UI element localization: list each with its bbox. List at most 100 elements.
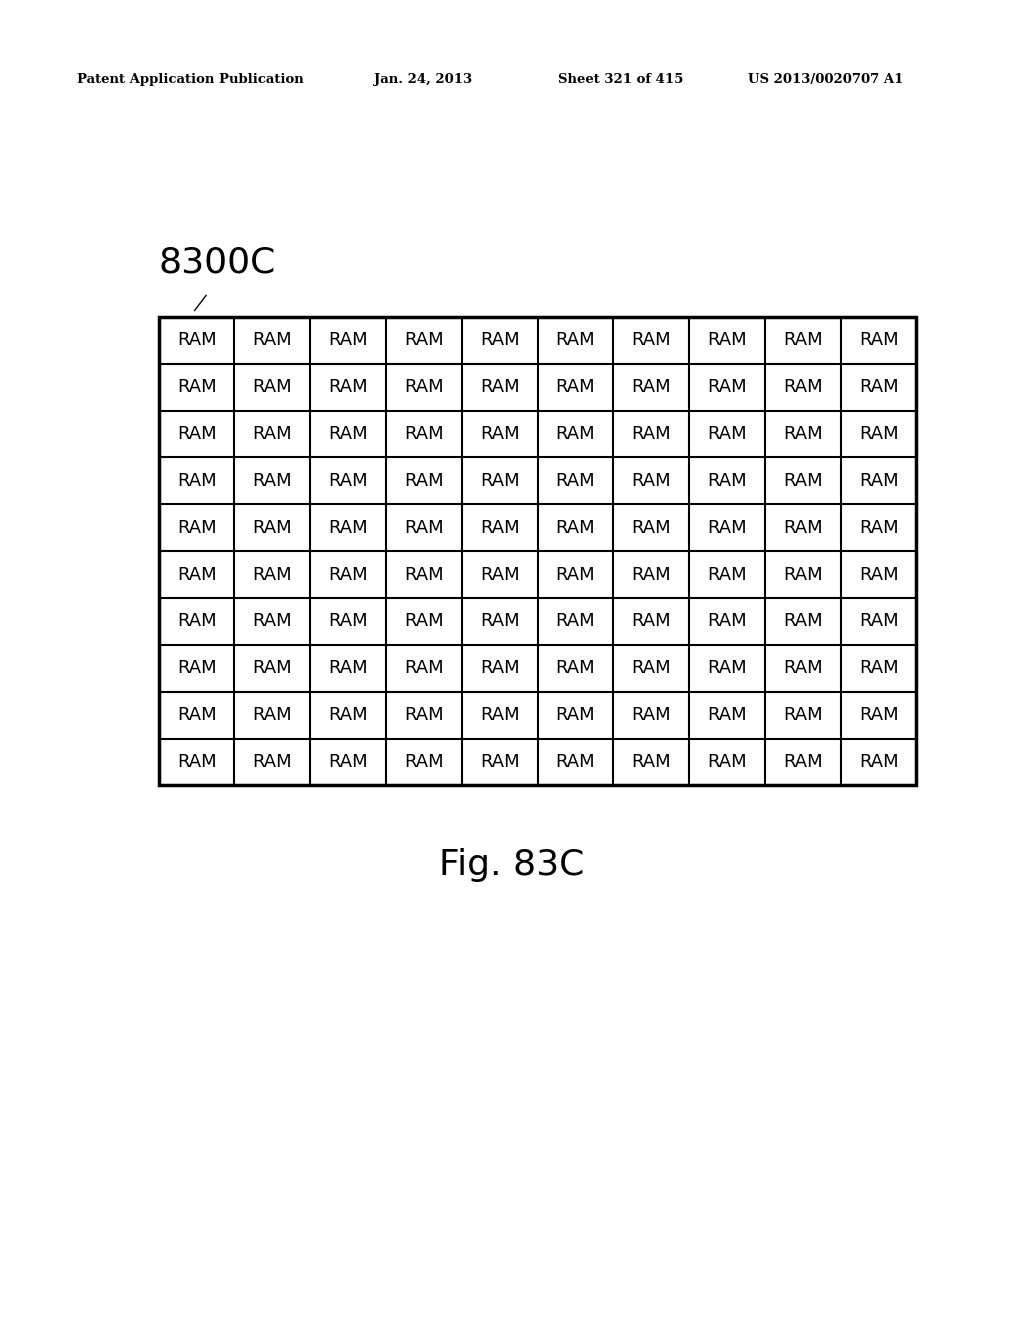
Text: RAM: RAM (632, 752, 671, 771)
Text: Fig. 83C: Fig. 83C (439, 847, 585, 882)
Text: RAM: RAM (556, 612, 595, 631)
Text: Patent Application Publication: Patent Application Publication (77, 73, 303, 86)
Text: RAM: RAM (404, 519, 443, 537)
Text: RAM: RAM (783, 519, 822, 537)
Text: RAM: RAM (329, 471, 368, 490)
Text: RAM: RAM (859, 519, 898, 537)
Text: RAM: RAM (329, 331, 368, 350)
Text: RAM: RAM (859, 659, 898, 677)
Text: RAM: RAM (708, 471, 746, 490)
Text: RAM: RAM (632, 659, 671, 677)
Text: RAM: RAM (177, 331, 216, 350)
Text: RAM: RAM (708, 659, 746, 677)
Text: RAM: RAM (253, 519, 292, 537)
Text: RAM: RAM (329, 612, 368, 631)
Text: RAM: RAM (632, 331, 671, 350)
Text: 8300C: 8300C (159, 246, 276, 280)
Text: RAM: RAM (632, 706, 671, 725)
Text: RAM: RAM (783, 425, 822, 444)
Text: RAM: RAM (177, 752, 216, 771)
Text: RAM: RAM (556, 331, 595, 350)
Text: RAM: RAM (783, 659, 822, 677)
Text: RAM: RAM (783, 612, 822, 631)
Text: RAM: RAM (177, 471, 216, 490)
Text: RAM: RAM (556, 565, 595, 583)
Text: RAM: RAM (253, 659, 292, 677)
Text: RAM: RAM (556, 425, 595, 444)
Text: Sheet 321 of 415: Sheet 321 of 415 (558, 73, 683, 86)
Text: RAM: RAM (632, 471, 671, 490)
Text: RAM: RAM (480, 752, 519, 771)
Text: RAM: RAM (404, 471, 443, 490)
Text: RAM: RAM (859, 331, 898, 350)
Text: RAM: RAM (253, 471, 292, 490)
Text: RAM: RAM (480, 612, 519, 631)
Text: RAM: RAM (556, 519, 595, 537)
Text: RAM: RAM (253, 706, 292, 725)
Text: RAM: RAM (253, 752, 292, 771)
Text: RAM: RAM (404, 378, 443, 396)
Text: RAM: RAM (708, 706, 746, 725)
Text: RAM: RAM (708, 425, 746, 444)
Text: RAM: RAM (556, 752, 595, 771)
Text: RAM: RAM (253, 565, 292, 583)
Text: RAM: RAM (859, 565, 898, 583)
Text: RAM: RAM (177, 706, 216, 725)
Text: RAM: RAM (708, 565, 746, 583)
Text: RAM: RAM (859, 612, 898, 631)
Text: RAM: RAM (480, 331, 519, 350)
Bar (159, 317, 916, 785)
Text: RAM: RAM (480, 519, 519, 537)
Text: Jan. 24, 2013: Jan. 24, 2013 (374, 73, 472, 86)
Text: RAM: RAM (253, 612, 292, 631)
Text: RAM: RAM (783, 565, 822, 583)
Text: RAM: RAM (329, 565, 368, 583)
Text: RAM: RAM (480, 471, 519, 490)
Text: RAM: RAM (708, 752, 746, 771)
Text: RAM: RAM (480, 659, 519, 677)
Text: RAM: RAM (177, 378, 216, 396)
Text: RAM: RAM (859, 425, 898, 444)
Text: RAM: RAM (329, 378, 368, 396)
Text: US 2013/0020707 A1: US 2013/0020707 A1 (748, 73, 903, 86)
Text: RAM: RAM (859, 752, 898, 771)
Text: RAM: RAM (177, 565, 216, 583)
Text: RAM: RAM (708, 519, 746, 537)
Text: RAM: RAM (329, 706, 368, 725)
Text: RAM: RAM (632, 612, 671, 631)
Text: RAM: RAM (708, 378, 746, 396)
Text: RAM: RAM (253, 425, 292, 444)
Text: RAM: RAM (480, 378, 519, 396)
Text: RAM: RAM (632, 378, 671, 396)
Text: RAM: RAM (556, 659, 595, 677)
Text: RAM: RAM (329, 425, 368, 444)
Text: RAM: RAM (859, 378, 898, 396)
Text: RAM: RAM (556, 378, 595, 396)
Text: RAM: RAM (404, 612, 443, 631)
Text: RAM: RAM (783, 378, 822, 396)
Text: RAM: RAM (177, 612, 216, 631)
Text: RAM: RAM (329, 519, 368, 537)
Text: RAM: RAM (253, 378, 292, 396)
Text: RAM: RAM (329, 659, 368, 677)
Text: RAM: RAM (632, 565, 671, 583)
Text: RAM: RAM (480, 565, 519, 583)
Text: RAM: RAM (404, 659, 443, 677)
Text: RAM: RAM (632, 425, 671, 444)
Text: RAM: RAM (783, 331, 822, 350)
Text: RAM: RAM (253, 331, 292, 350)
Text: RAM: RAM (859, 471, 898, 490)
Text: RAM: RAM (783, 752, 822, 771)
Text: RAM: RAM (480, 425, 519, 444)
Text: RAM: RAM (404, 565, 443, 583)
Text: RAM: RAM (783, 471, 822, 490)
Text: RAM: RAM (177, 425, 216, 444)
Text: RAM: RAM (404, 425, 443, 444)
Text: RAM: RAM (556, 471, 595, 490)
Text: RAM: RAM (480, 706, 519, 725)
Text: RAM: RAM (859, 706, 898, 725)
Text: RAM: RAM (177, 659, 216, 677)
Text: RAM: RAM (783, 706, 822, 725)
Text: RAM: RAM (632, 519, 671, 537)
Text: RAM: RAM (708, 612, 746, 631)
